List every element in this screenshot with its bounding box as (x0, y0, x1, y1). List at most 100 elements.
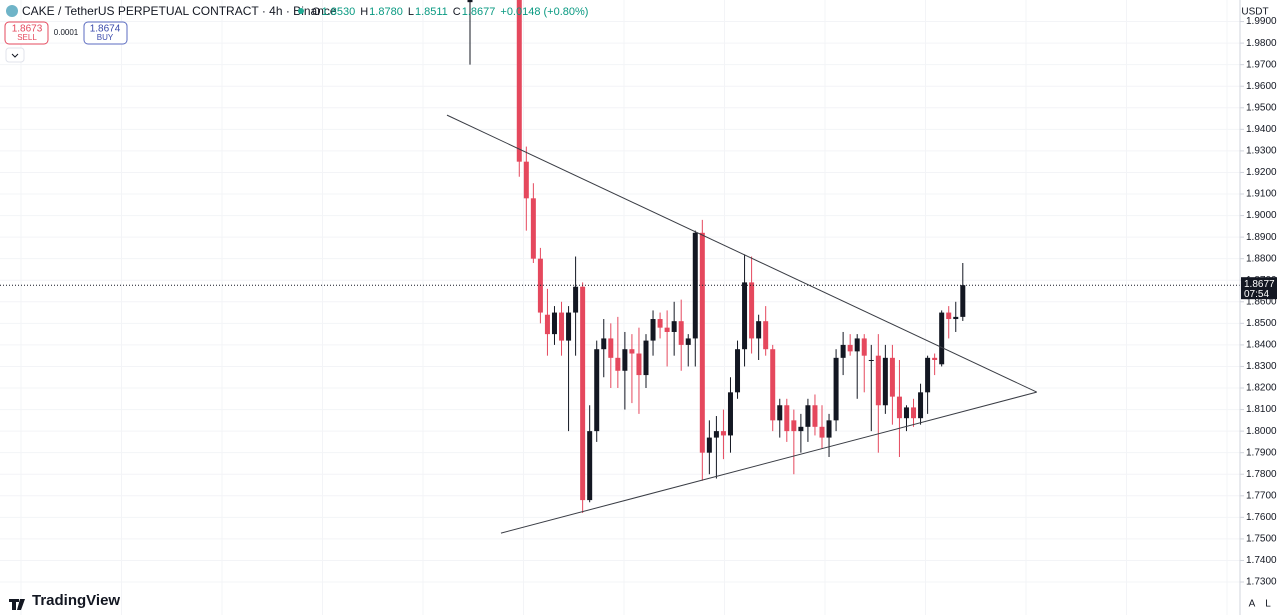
countdown: 07:54 (1244, 289, 1269, 300)
candle-body (735, 349, 741, 393)
candle-body (742, 282, 748, 350)
candle-body (812, 405, 818, 427)
candle-body (868, 359, 874, 361)
candle-body (699, 232, 705, 453)
candle-body (544, 314, 550, 335)
y-tick-label: 1.8900 (1246, 232, 1277, 243)
currency[interactable]: USDT (1241, 7, 1268, 18)
candle-body (875, 355, 881, 406)
brand: TradingView (32, 592, 120, 609)
candle-body (784, 405, 790, 432)
y-tick-label: 1.8500 (1246, 318, 1277, 329)
candle-body (685, 338, 691, 345)
candle-body (622, 349, 628, 371)
trendline (500, 391, 1037, 534)
candle-body (918, 392, 924, 419)
candle-body (671, 321, 677, 332)
vertical-grid (20, 0, 1228, 615)
candle-body (516, 0, 522, 162)
candle-body (650, 319, 656, 341)
collapse-button[interactable] (5, 47, 25, 63)
candle-body (727, 392, 733, 436)
candle-body (643, 340, 649, 376)
y-tick-label: 1.7500 (1246, 534, 1277, 545)
candle-body (713, 431, 719, 438)
symbol-icon (6, 5, 18, 17)
y-tick-label: 1.8800 (1246, 253, 1277, 264)
grid (0, 21, 1240, 583)
candle-body (594, 349, 600, 432)
y-tick-label: 1.8000 (1246, 426, 1277, 437)
y-tick-label: 1.9600 (1246, 81, 1277, 92)
candle-body (749, 282, 755, 339)
candle-body (580, 286, 586, 501)
y-tick-label: 1.7700 (1246, 490, 1277, 501)
candle-body (664, 327, 670, 332)
ohlc-key: C (453, 6, 461, 18)
candle-body (692, 232, 698, 339)
ohlc-key: L (408, 6, 414, 18)
candle-body (833, 357, 839, 421)
plot-area (0, 0, 1240, 534)
candle-body (523, 161, 529, 199)
candle-body (720, 431, 726, 436)
candle-body (657, 319, 663, 328)
ohlc-value: 1.8677 (462, 6, 496, 18)
ohlc-value: 1.8511 (415, 6, 448, 18)
y-tick-label: 1.9900 (1246, 16, 1277, 27)
candle-body (798, 426, 804, 432)
y-tick-label: 1.7300 (1246, 577, 1277, 588)
ohlc-key: H (360, 6, 368, 18)
candle-body (573, 286, 579, 313)
ohlc-value: 1.8530 (322, 6, 356, 18)
y-tick-label: 1.7800 (1246, 469, 1277, 480)
sell-price: 1.8673 (12, 24, 43, 35)
candle-body (819, 426, 825, 438)
spread: 0.0001 (54, 28, 79, 37)
sell-label: SELL (17, 33, 37, 42)
y-tick-label: 1.9300 (1246, 146, 1277, 157)
candle-body (889, 357, 895, 397)
sell-button[interactable] (4, 21, 49, 45)
trendline (446, 114, 1037, 393)
candle-body (826, 420, 832, 438)
chart-title: CAKE / TetherUS PERPETUAL CONTRACT · 4h … (22, 4, 337, 18)
buy-label: BUY (97, 33, 114, 42)
y-tick-label: 1.7900 (1246, 447, 1277, 458)
price-axis: 1.7300 1.7400 1.7500 1.7600 1.7700 1.7800 1.79… (1240, 16, 1277, 588)
y-tick-label: 1.7600 (1246, 512, 1277, 523)
candle-body (706, 437, 712, 453)
last-price-label: 1.8677 (1244, 279, 1275, 290)
candle-body (939, 312, 945, 365)
candle-body (608, 338, 614, 358)
candle-body (932, 357, 938, 360)
candle-body (615, 357, 621, 371)
last-price-badge (1241, 277, 1277, 300)
candle-body (953, 316, 959, 320)
change: +0.0148 (+0.80%) (500, 6, 588, 18)
y-tick-label: 1.9000 (1246, 210, 1277, 221)
y-tick-label: 1.8200 (1246, 383, 1277, 394)
buy-price: 1.8674 (90, 24, 121, 35)
y-tick-label: 1.9100 (1246, 189, 1277, 200)
candle-body (925, 357, 931, 393)
buy-button[interactable] (83, 21, 128, 45)
y-tick-label: 1.9400 (1246, 124, 1277, 135)
y-tick-label: 1.9800 (1246, 38, 1277, 49)
scale-auto[interactable]: A (1249, 599, 1256, 610)
scale-log[interactable]: L (1265, 599, 1271, 610)
y-tick-label: 1.8100 (1246, 404, 1277, 415)
candle-body (882, 357, 888, 406)
candle-body (530, 198, 536, 259)
candle-body (854, 338, 860, 352)
y-tick-label: 1.7400 (1246, 555, 1277, 566)
candle-body (847, 344, 853, 352)
candle-body (911, 407, 917, 419)
candle-body (629, 349, 635, 354)
candle-body (770, 349, 776, 421)
ohlc-key: O (312, 6, 321, 18)
candle-body (903, 407, 909, 419)
status-dot (298, 8, 304, 14)
